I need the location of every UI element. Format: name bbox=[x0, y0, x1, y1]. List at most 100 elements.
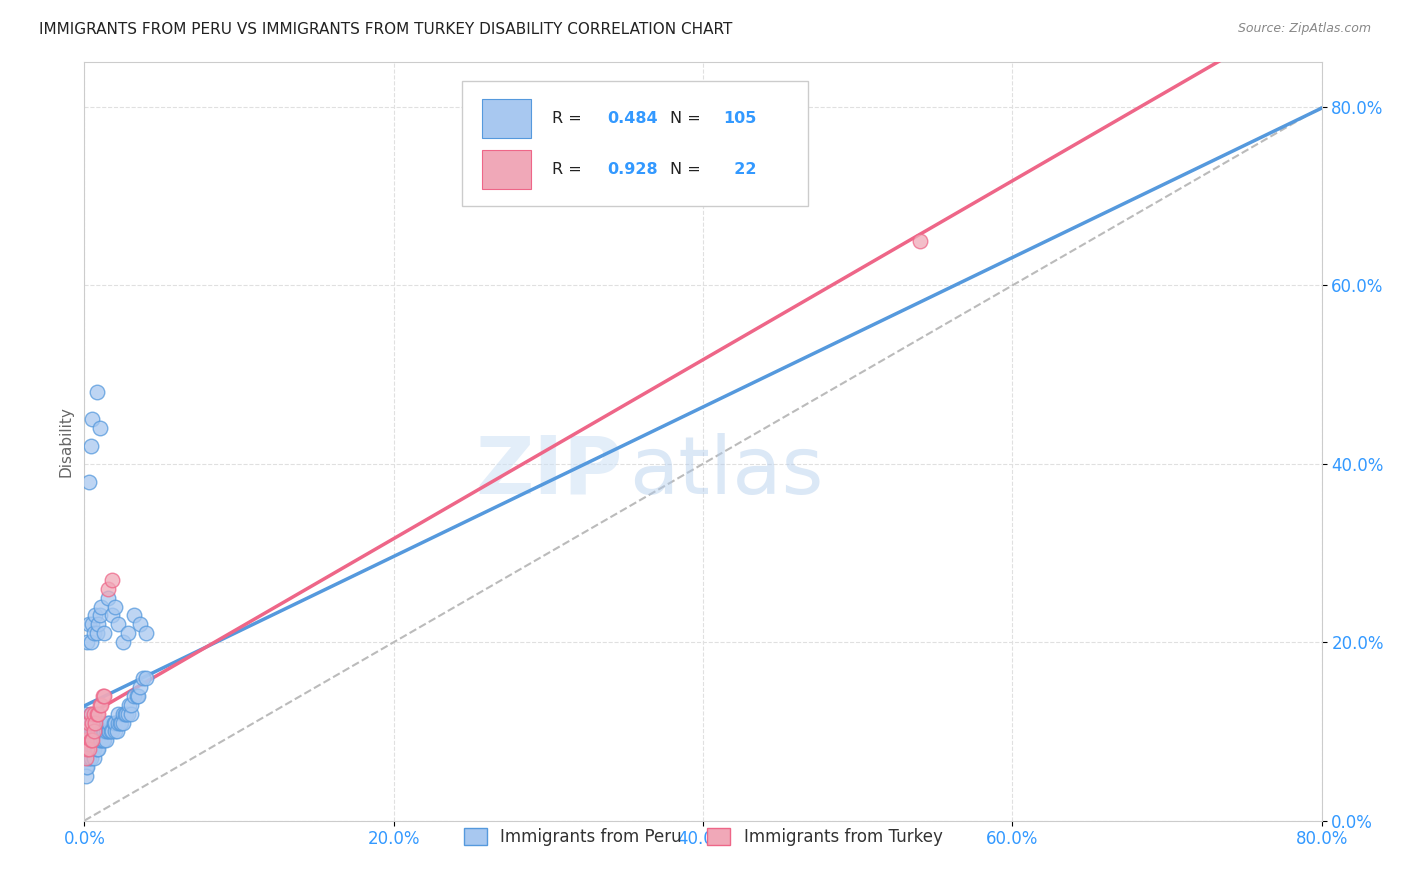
Point bbox=[75, 715, 97, 730]
Point bbox=[76, 715, 98, 730]
Point bbox=[89, 608, 111, 623]
Point bbox=[86, 733, 108, 747]
Point bbox=[75, 769, 97, 783]
Point bbox=[96, 582, 118, 596]
Point bbox=[132, 671, 155, 685]
Point bbox=[86, 724, 108, 739]
Point bbox=[76, 751, 98, 765]
Text: 0.484: 0.484 bbox=[607, 111, 658, 126]
Point bbox=[96, 724, 118, 739]
Point bbox=[79, 742, 101, 756]
Point bbox=[129, 680, 152, 694]
Point bbox=[82, 617, 104, 632]
Point bbox=[112, 635, 135, 649]
Point bbox=[79, 751, 101, 765]
Point bbox=[77, 715, 100, 730]
Point bbox=[79, 635, 101, 649]
Point bbox=[90, 733, 112, 747]
Point bbox=[82, 724, 104, 739]
Point bbox=[117, 706, 139, 721]
Point bbox=[117, 626, 139, 640]
Point bbox=[82, 733, 104, 747]
FancyBboxPatch shape bbox=[461, 81, 808, 207]
Point bbox=[76, 724, 98, 739]
Point bbox=[103, 715, 125, 730]
Text: 105: 105 bbox=[723, 111, 756, 126]
Point bbox=[107, 617, 129, 632]
Point bbox=[84, 733, 107, 747]
Point bbox=[77, 751, 100, 765]
Point bbox=[90, 698, 112, 712]
Point bbox=[77, 617, 100, 632]
Legend: Immigrants from Peru, Immigrants from Turkey: Immigrants from Peru, Immigrants from Tu… bbox=[456, 819, 950, 854]
Text: N =: N = bbox=[669, 111, 706, 126]
Point bbox=[75, 742, 97, 756]
Point bbox=[98, 724, 121, 739]
Text: IMMIGRANTS FROM PERU VS IMMIGRANTS FROM TURKEY DISABILITY CORRELATION CHART: IMMIGRANTS FROM PERU VS IMMIGRANTS FROM … bbox=[39, 22, 733, 37]
Point bbox=[76, 724, 98, 739]
Point bbox=[79, 733, 101, 747]
Point bbox=[93, 626, 115, 640]
Point bbox=[89, 715, 111, 730]
Point bbox=[100, 724, 122, 739]
Point bbox=[83, 626, 105, 640]
Point bbox=[84, 608, 107, 623]
Text: 22: 22 bbox=[723, 162, 756, 178]
Point bbox=[135, 671, 157, 685]
Point bbox=[83, 751, 105, 765]
Point bbox=[76, 760, 98, 774]
Point bbox=[82, 715, 104, 730]
Point bbox=[82, 412, 104, 426]
Point bbox=[86, 706, 108, 721]
Point bbox=[87, 733, 110, 747]
Point bbox=[86, 742, 108, 756]
Point bbox=[86, 385, 108, 400]
Point bbox=[75, 733, 97, 747]
Point bbox=[107, 706, 129, 721]
Point bbox=[91, 724, 114, 739]
Point bbox=[90, 599, 112, 614]
Point bbox=[127, 689, 149, 703]
Point bbox=[105, 724, 128, 739]
Point bbox=[122, 689, 145, 703]
FancyBboxPatch shape bbox=[481, 150, 531, 189]
Point bbox=[76, 742, 98, 756]
Point bbox=[87, 724, 110, 739]
Point bbox=[75, 760, 97, 774]
Point bbox=[94, 733, 117, 747]
Point bbox=[77, 742, 100, 756]
Text: ZIP: ZIP bbox=[475, 433, 623, 511]
Text: Source: ZipAtlas.com: Source: ZipAtlas.com bbox=[1237, 22, 1371, 36]
Point bbox=[79, 706, 101, 721]
Point bbox=[93, 724, 115, 739]
Point bbox=[110, 715, 132, 730]
Point bbox=[101, 573, 124, 587]
Point bbox=[82, 742, 104, 756]
Point bbox=[77, 475, 100, 489]
Point bbox=[91, 733, 114, 747]
Point bbox=[87, 742, 110, 756]
Point bbox=[87, 706, 110, 721]
Point bbox=[908, 234, 931, 248]
Point bbox=[75, 733, 97, 747]
Point bbox=[112, 706, 135, 721]
Text: atlas: atlas bbox=[628, 433, 823, 511]
Point bbox=[77, 724, 100, 739]
Point bbox=[122, 608, 145, 623]
Point bbox=[84, 715, 107, 730]
Point bbox=[129, 617, 152, 632]
Text: R =: R = bbox=[553, 111, 586, 126]
Text: 0.928: 0.928 bbox=[607, 162, 658, 178]
Point bbox=[83, 733, 105, 747]
Point bbox=[76, 635, 98, 649]
Point bbox=[76, 733, 98, 747]
Point bbox=[90, 724, 112, 739]
Point bbox=[84, 724, 107, 739]
Point bbox=[101, 724, 124, 739]
Point bbox=[79, 706, 101, 721]
Point bbox=[112, 715, 135, 730]
Point bbox=[79, 439, 101, 453]
Point bbox=[104, 724, 127, 739]
Point bbox=[104, 599, 127, 614]
Point bbox=[118, 698, 141, 712]
